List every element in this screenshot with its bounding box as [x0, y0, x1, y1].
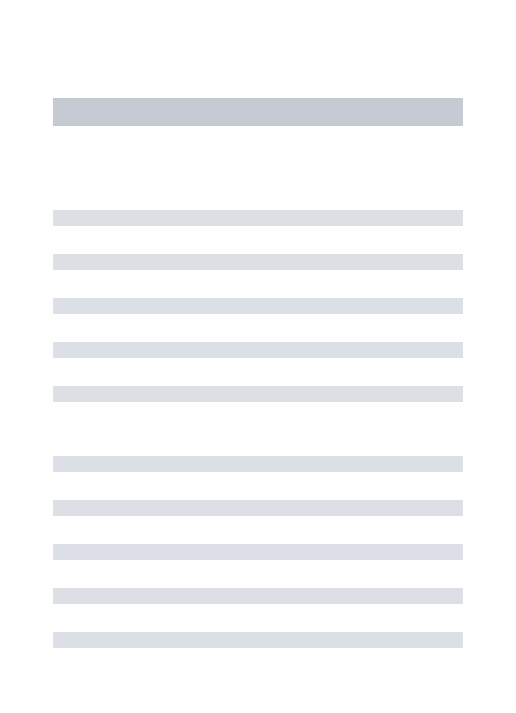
skeleton-title	[53, 98, 463, 126]
skeleton-line	[53, 588, 463, 604]
skeleton-line	[53, 298, 463, 314]
skeleton-line	[53, 342, 463, 358]
skeleton-line	[53, 210, 463, 226]
skeleton-line	[53, 500, 463, 516]
skeleton-gap	[53, 430, 463, 456]
skeleton-line	[53, 386, 463, 402]
skeleton-line	[53, 456, 463, 472]
skeleton-line	[53, 254, 463, 270]
skeleton-line	[53, 544, 463, 560]
skeleton-line	[53, 632, 463, 648]
